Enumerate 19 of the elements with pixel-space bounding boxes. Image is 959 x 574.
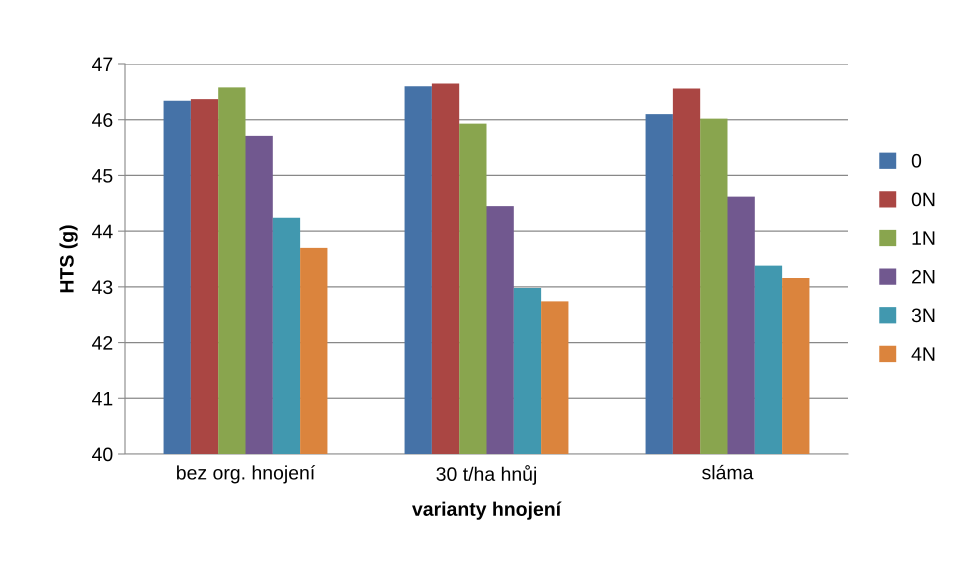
legend-label: 4N <box>912 347 934 361</box>
y-tick-label: 46 <box>92 113 112 127</box>
x-axis-title: varianty hnojení <box>412 501 562 520</box>
legend-label: 2N <box>912 270 934 284</box>
legend-label: 0N <box>912 192 934 206</box>
y-tick-label: 44 <box>92 224 113 238</box>
legend-label: 0 <box>912 154 922 168</box>
y-tick-label: 42 <box>92 336 112 350</box>
y-tick-label: 40 <box>92 447 112 462</box>
y-axis-title: HTS (g) <box>59 225 78 292</box>
legend-label: 3N <box>912 308 934 322</box>
y-tick-label: 45 <box>92 169 112 183</box>
x-tick-label: bez org. hnojení <box>177 465 316 484</box>
y-tick-label: 43 <box>92 280 112 294</box>
legend-label: 1N <box>912 231 934 245</box>
y-tick-label: 41 <box>92 392 112 406</box>
y-tick-label: 47 <box>92 58 112 72</box>
x-tick-label: 30 t/ha hnůj <box>436 465 536 485</box>
x-tick-label: sláma <box>702 464 754 480</box>
